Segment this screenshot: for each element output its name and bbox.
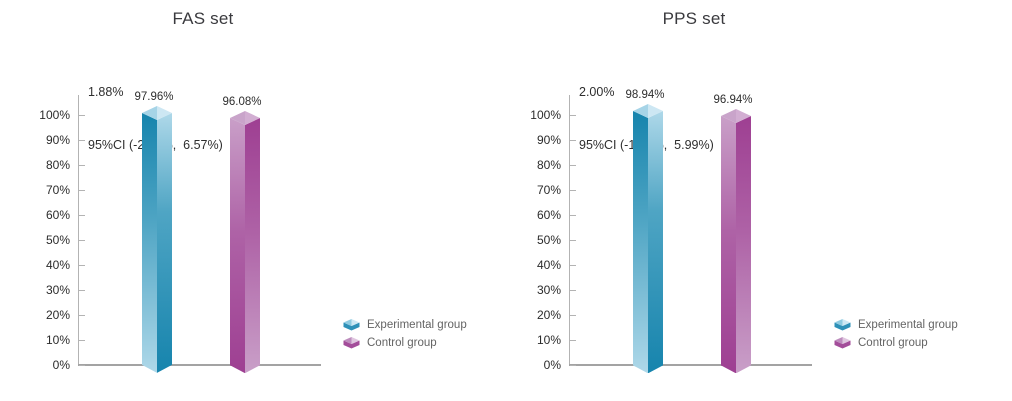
experimental-cube-icon bbox=[834, 319, 851, 331]
y-tick-label: 100% bbox=[530, 107, 561, 122]
y-tick-mark bbox=[570, 165, 576, 166]
y-tick-mark bbox=[570, 265, 576, 266]
legend-label: Control group bbox=[367, 337, 437, 349]
y-tick-mark bbox=[79, 315, 85, 316]
legend-item-control: Control group bbox=[834, 334, 958, 352]
legend-item-experimental: Experimental group bbox=[834, 316, 958, 334]
y-axis-line bbox=[569, 95, 570, 365]
control-bar bbox=[721, 108, 751, 373]
experimental-cube-icon bbox=[343, 319, 360, 331]
y-tick-mark bbox=[570, 240, 576, 241]
y-tick-label: 80% bbox=[45, 157, 70, 172]
y-tick-label: 50% bbox=[45, 232, 70, 247]
y-tick-label: 20% bbox=[536, 307, 561, 322]
control-bar bbox=[230, 110, 260, 373]
bar-value-label: 96.08% bbox=[222, 95, 262, 108]
bar-value-label: 97.96% bbox=[134, 91, 174, 104]
y-tick-label: 30% bbox=[536, 282, 561, 297]
y-tick-mark bbox=[79, 340, 85, 341]
legend-label: Experimental group bbox=[858, 319, 958, 331]
x-axis-line bbox=[78, 364, 321, 366]
y-tick-label: 0% bbox=[52, 357, 70, 372]
y-tick-mark bbox=[79, 115, 85, 116]
y-tick-label: 10% bbox=[45, 332, 70, 347]
y-tick-label: 80% bbox=[536, 157, 561, 172]
control-cube-icon bbox=[343, 337, 360, 349]
y-tick-mark bbox=[79, 290, 85, 291]
y-tick-label: 70% bbox=[45, 182, 70, 197]
y-tick-mark bbox=[79, 365, 85, 366]
difference-value: 2.00% bbox=[579, 85, 615, 99]
legend-item-experimental: Experimental group bbox=[343, 316, 467, 334]
experimental-bar bbox=[633, 103, 663, 373]
y-tick-label: 50% bbox=[536, 232, 561, 247]
legend-label: Control group bbox=[858, 337, 928, 349]
y-tick-label: 60% bbox=[536, 207, 561, 222]
chart-title: FAS set bbox=[172, 9, 234, 28]
y-tick-mark bbox=[79, 165, 85, 166]
experimental-bar bbox=[142, 106, 172, 373]
legend-label: Experimental group bbox=[367, 319, 467, 331]
y-tick-mark bbox=[570, 190, 576, 191]
y-tick-label: 100% bbox=[39, 107, 70, 122]
y-tick-label: 60% bbox=[45, 207, 70, 222]
y-tick-label: 10% bbox=[536, 332, 561, 347]
y-tick-mark bbox=[79, 265, 85, 266]
y-tick-mark bbox=[79, 190, 85, 191]
y-tick-label: 40% bbox=[45, 257, 70, 272]
bar-value-label: 96.94% bbox=[713, 93, 753, 106]
y-tick-mark bbox=[570, 340, 576, 341]
x-axis-line bbox=[569, 364, 812, 366]
y-axis-line bbox=[78, 95, 79, 365]
legend-item-control: Control group bbox=[343, 334, 467, 352]
y-tick-label: 90% bbox=[45, 132, 70, 147]
y-tick-mark bbox=[570, 315, 576, 316]
chart-title: PPS set bbox=[662, 9, 726, 28]
pps-chart-panel: PPS set 2.00% 95%CI (-1.99%, 5.99%) 100%… bbox=[491, 0, 997, 401]
y-tick-mark bbox=[570, 140, 576, 141]
y-tick-mark bbox=[79, 140, 85, 141]
y-tick-mark bbox=[570, 290, 576, 291]
y-tick-label: 40% bbox=[536, 257, 561, 272]
legend: Experimental group Control group bbox=[343, 316, 467, 352]
y-tick-mark bbox=[79, 240, 85, 241]
fas-chart-panel: FAS set 1.88% 95%CI (-2.81%, 6.57%) 100%… bbox=[39, 9, 467, 373]
difference-value: 1.88% bbox=[88, 85, 124, 99]
y-tick-mark bbox=[570, 215, 576, 216]
y-tick-label: 30% bbox=[45, 282, 70, 297]
y-tick-mark bbox=[79, 215, 85, 216]
legend: Experimental group Control group bbox=[834, 316, 958, 352]
y-tick-label: 70% bbox=[536, 182, 561, 197]
bar-value-label: 98.94% bbox=[625, 88, 665, 101]
y-tick-mark bbox=[570, 115, 576, 116]
y-tick-label: 0% bbox=[543, 357, 561, 372]
control-cube-icon bbox=[834, 337, 851, 349]
y-tick-mark bbox=[570, 365, 576, 366]
y-tick-label: 20% bbox=[45, 307, 70, 322]
y-tick-label: 90% bbox=[536, 132, 561, 147]
